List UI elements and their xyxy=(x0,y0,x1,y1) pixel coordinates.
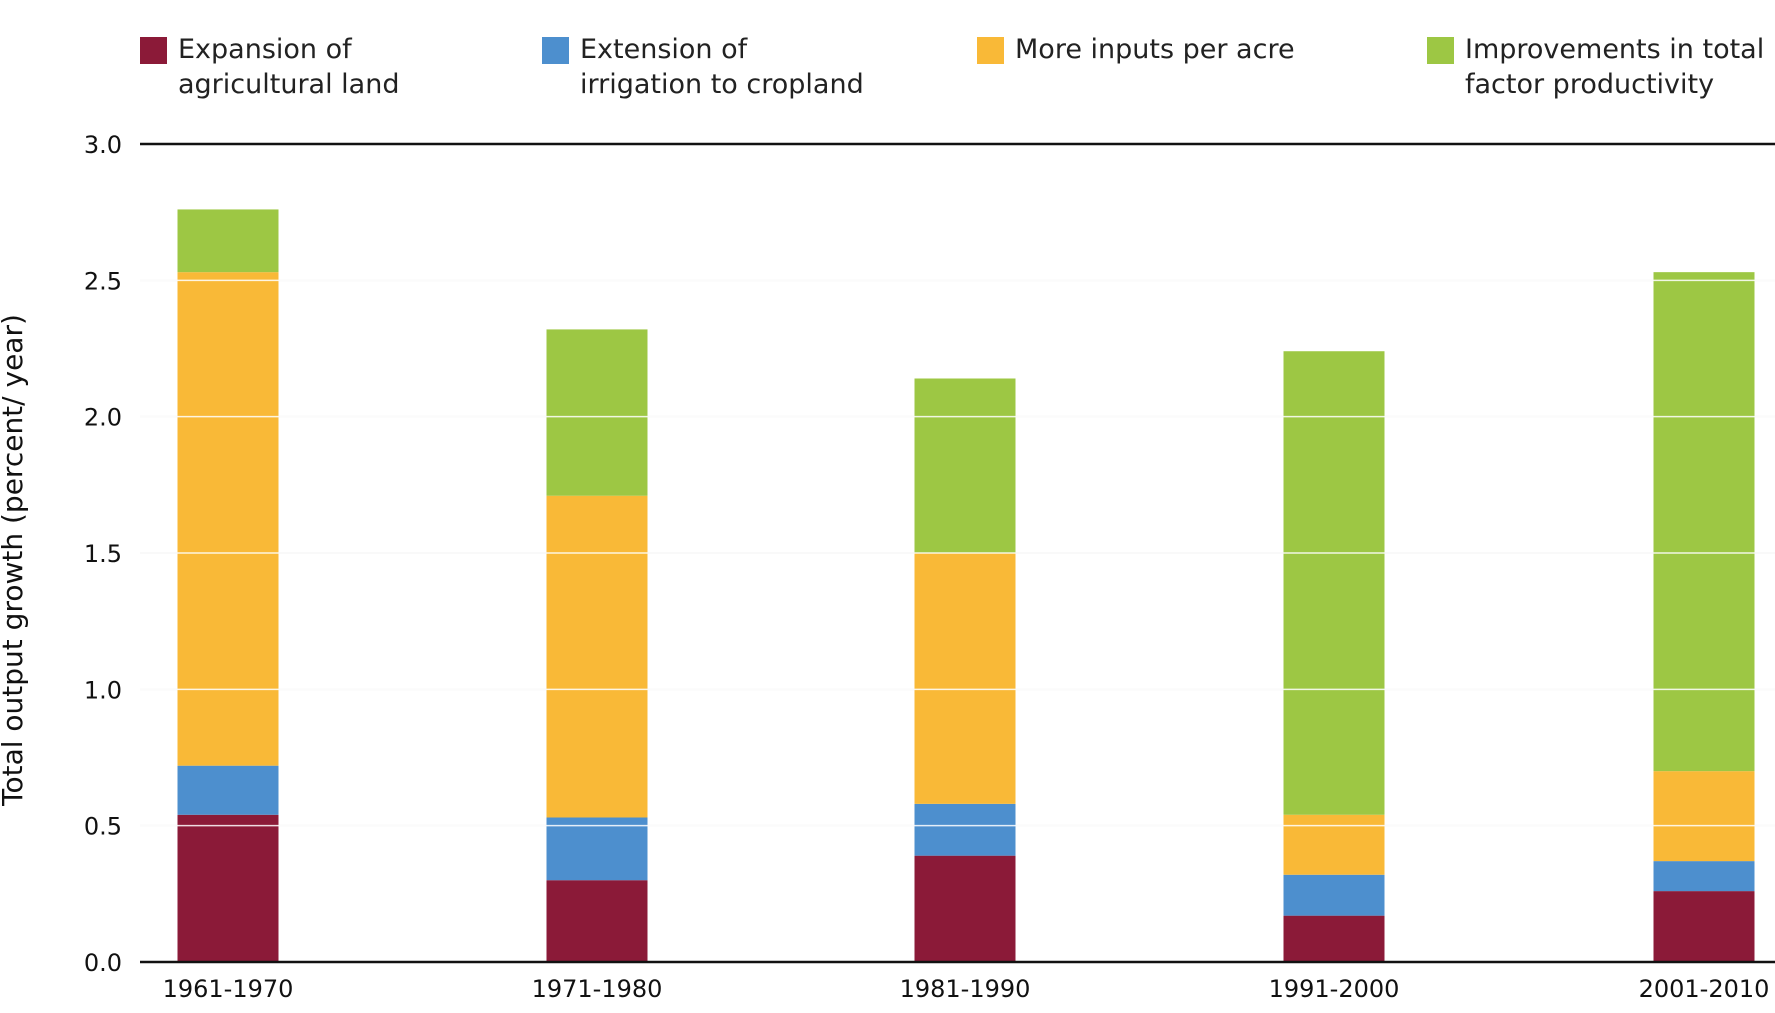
y-tick-label: 2.5 xyxy=(84,267,122,295)
legend-label-productivity: Improvements in total factor productivit… xyxy=(1465,34,1765,100)
bar-segment xyxy=(1283,915,1385,962)
legend-swatch-agricultural-land xyxy=(140,37,167,64)
legend-swatch-productivity xyxy=(1427,37,1454,64)
legend-label-agricultural-land: Expansion of agricultural land xyxy=(178,34,400,100)
legend-swatch-irrigation xyxy=(542,37,569,64)
x-category-label: 1981-1990 xyxy=(900,975,1031,1003)
y-axis-ticks: 0.0 0.5 1.0 1.5 2.0 2.5 3.0 xyxy=(84,131,122,977)
bar-segment xyxy=(914,803,1016,856)
bar-segment xyxy=(1653,771,1755,862)
bar-segment xyxy=(914,553,1016,804)
bar-segment xyxy=(1283,874,1385,916)
bar-segment xyxy=(177,765,279,815)
bar-segment xyxy=(177,209,279,273)
bar-segment xyxy=(546,817,648,881)
y-tick-label: 1.5 xyxy=(84,540,122,568)
bar-segment xyxy=(1653,861,1755,892)
bar-segment xyxy=(546,495,648,818)
bar-segment xyxy=(1653,272,1755,772)
y-tick-label: 0.5 xyxy=(84,813,122,841)
x-category-label: 1991-2000 xyxy=(1269,975,1400,1003)
bar-segment xyxy=(177,814,279,962)
legend-label-irrigation: Extension of irrigation to cropland xyxy=(580,34,864,100)
x-axis-categories: 1961-1970 1971-1980 1981-1990 1991-2000 2001… xyxy=(163,975,1770,1003)
axes xyxy=(140,142,1775,964)
gridline-overlay xyxy=(140,279,1775,827)
bar-segment xyxy=(1283,814,1385,875)
y-tick-label: 2.0 xyxy=(84,404,122,432)
bar-segment xyxy=(546,880,648,962)
bar-segment xyxy=(914,378,1016,553)
y-tick-label: 3.0 xyxy=(84,131,122,159)
bar-segment xyxy=(1283,351,1385,815)
x-category-label: 1971-1980 xyxy=(532,975,663,1003)
x-category-label: 2001-2010 xyxy=(1639,975,1770,1003)
legend-swatch-inputs xyxy=(977,37,1004,64)
y-tick-label: 1.0 xyxy=(84,676,122,704)
bar-segment xyxy=(914,855,1016,962)
bar-segment xyxy=(1653,891,1755,962)
legend-label-inputs: More inputs per acre xyxy=(1015,34,1295,65)
x-category-label: 1961-1970 xyxy=(163,975,294,1003)
bar-segment xyxy=(546,329,648,496)
y-tick-label: 0.0 xyxy=(84,949,122,977)
bar-segment xyxy=(177,272,279,766)
bars xyxy=(177,209,1755,962)
y-axis-title: Total output growth (percent/ year) xyxy=(0,314,29,807)
